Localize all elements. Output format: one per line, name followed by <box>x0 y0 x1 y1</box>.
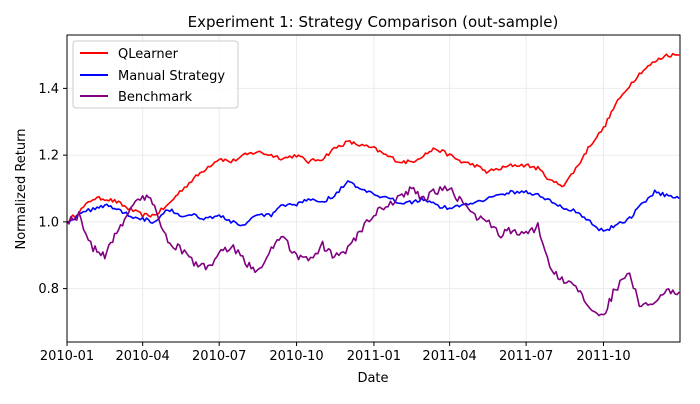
x-tick-label: 2010-04 <box>116 349 170 364</box>
y-tick-label: 1.2 <box>38 149 59 164</box>
legend-label-benchmark: Benchmark <box>118 90 193 105</box>
y-axis-label: Normalized Return <box>14 129 29 250</box>
x-tick-label: 2010-10 <box>269 349 323 364</box>
x-axis-label: Date <box>357 371 388 386</box>
x-tick-label: 2010-07 <box>192 349 246 364</box>
x-tick-label: 2010-01 <box>40 349 94 364</box>
x-tick-label: 2011-04 <box>422 349 476 364</box>
x-tick-layer: 2010-01 2010-04 2010-07 2010-10 2011-01 2011-… <box>40 342 631 364</box>
y-tick-label: 1.4 <box>38 82 59 97</box>
y-tick-layer: 0.8 1.0 1.2 1.4 <box>38 82 67 297</box>
x-tick-label: 2011-01 <box>347 349 401 364</box>
y-tick-label: 0.8 <box>38 282 59 297</box>
series-line-benchmark <box>66 185 680 317</box>
legend: QLearner Manual Strategy Benchmark <box>72 40 239 109</box>
legend-label-manual-strategy: Manual Strategy <box>118 69 225 84</box>
legend-label-qlearner: QLearner <box>118 47 179 62</box>
x-tick-label: 2011-10 <box>576 349 630 364</box>
chart-title: Experiment 1: Strategy Comparison (out-s… <box>188 13 559 31</box>
series-line-manual-strategy <box>66 180 680 232</box>
legend-box <box>72 40 239 109</box>
x-tick-label: 2011-07 <box>499 349 553 364</box>
series-layer <box>66 52 680 317</box>
series-line-qlearner <box>66 52 680 223</box>
y-tick-label: 1.0 <box>38 215 59 230</box>
